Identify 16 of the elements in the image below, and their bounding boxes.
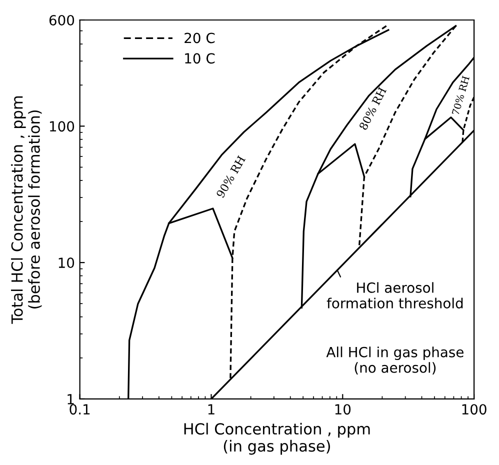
annotation: All HCl in gas phase (no aerosol) [326, 346, 464, 375]
legend-label: 10 C [185, 53, 215, 64]
x-tick-label: 1 [208, 404, 214, 414]
y-tick-label: 10 [58, 258, 74, 268]
x-tick-label: 0.1 [70, 404, 90, 415]
x-tick-label: 10 [335, 404, 351, 415]
annotation: 80% RH [358, 86, 387, 130]
annotation: 70% RH [452, 76, 470, 116]
x-axis-title: HCl Concentration , ppm (in gas phase) [184, 422, 370, 455]
y-tick-label: 100 [50, 121, 74, 132]
legend-label: 20 C [184, 32, 215, 44]
y-axis-title: Total HCl Concentration , ppm (before aerosol formation) [11, 96, 42, 324]
x-tick-label: 100 [462, 404, 486, 415]
y-tick-label: 1 [68, 394, 74, 404]
y-tick-label: 600 [49, 14, 74, 26]
annotation: HCl aerosol formation threshold [326, 282, 463, 308]
